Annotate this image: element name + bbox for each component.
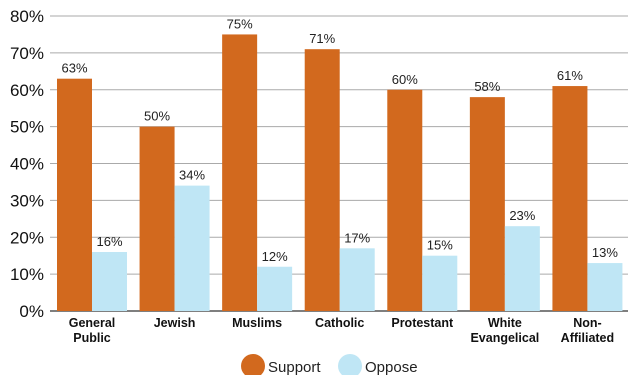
y-tick-label: 20% xyxy=(10,228,44,247)
category-label: Non- xyxy=(573,316,601,330)
category-label: General xyxy=(69,316,116,330)
bar-support xyxy=(469,97,505,311)
legend-swatch-support xyxy=(241,354,265,375)
y-tick-label: 60% xyxy=(10,81,44,100)
data-label: 34% xyxy=(179,168,205,183)
category-label: Affiliated xyxy=(561,331,614,345)
data-label: 17% xyxy=(344,230,370,245)
bar-support xyxy=(552,86,588,311)
data-label: 23% xyxy=(509,208,535,223)
data-label: 50% xyxy=(144,109,170,124)
category-label: Muslims xyxy=(232,316,282,330)
y-tick-label: 40% xyxy=(10,155,44,174)
category-label: Protestant xyxy=(391,316,454,330)
data-label: 71% xyxy=(309,31,335,46)
category-label: Public xyxy=(73,331,111,345)
data-label: 60% xyxy=(392,72,418,87)
y-tick-label: 30% xyxy=(10,191,44,210)
category-label: White xyxy=(488,316,522,330)
y-tick-label: 50% xyxy=(10,118,44,137)
y-tick-label: 0% xyxy=(19,302,44,321)
bar-oppose xyxy=(504,226,540,311)
category-label: Jewish xyxy=(154,316,196,330)
bar-oppose xyxy=(587,263,623,311)
data-label: 12% xyxy=(262,249,288,264)
bar-support xyxy=(57,78,92,311)
legend-label-oppose: Oppose xyxy=(365,359,418,375)
data-label: 15% xyxy=(427,238,453,253)
category-label: Evangelical xyxy=(470,331,539,345)
bar-support xyxy=(304,49,340,311)
legend-label-support: Support xyxy=(268,359,321,375)
data-label: 61% xyxy=(557,68,583,83)
bar-support xyxy=(387,89,423,311)
data-label: 13% xyxy=(592,245,618,260)
y-tick-label: 80% xyxy=(10,7,44,26)
legend-swatch-oppose xyxy=(338,354,362,375)
bar-support xyxy=(222,34,258,311)
bar-oppose xyxy=(422,255,458,311)
data-label: 16% xyxy=(96,234,122,249)
bar-oppose xyxy=(174,185,210,311)
y-tick-label: 70% xyxy=(10,44,44,63)
category-label: Catholic xyxy=(315,316,364,330)
data-label: 58% xyxy=(474,79,500,94)
y-tick-label: 10% xyxy=(10,265,44,284)
bar-support xyxy=(139,126,175,311)
data-label: 63% xyxy=(61,61,87,76)
bar-oppose xyxy=(92,252,127,311)
bar-oppose xyxy=(339,248,375,311)
data-label: 75% xyxy=(227,16,253,31)
bar-oppose xyxy=(257,266,293,311)
